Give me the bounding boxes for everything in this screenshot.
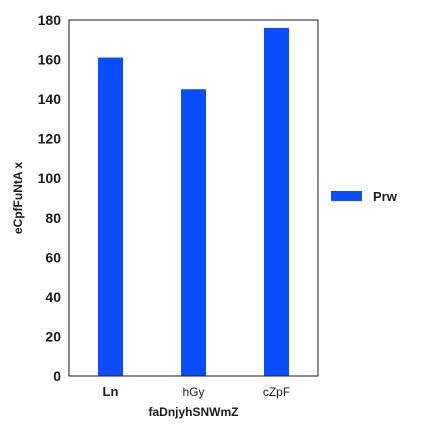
x-tick-label: Ln bbox=[103, 384, 119, 399]
y-tick-label: 140 bbox=[38, 91, 62, 107]
x-tick-label: hGy bbox=[182, 385, 204, 399]
x-axis-label: faDnjyhSNWmZ bbox=[149, 405, 239, 419]
bar-czpf bbox=[264, 27, 289, 377]
plot-frame bbox=[68, 19, 319, 377]
y-tick-label: 180 bbox=[38, 12, 62, 28]
bar-hgy bbox=[181, 89, 206, 376]
y-axis-label: eCpfFuNtA x bbox=[11, 162, 25, 235]
y-tick-label: 120 bbox=[38, 131, 62, 147]
y-axis-ticks: 0 20 40 60 80 100 120 140 160 180 bbox=[38, 12, 62, 384]
legend-label-prw: Prw bbox=[373, 189, 398, 204]
y-tick-label: 0 bbox=[53, 368, 61, 384]
y-tick-label: 100 bbox=[38, 170, 62, 186]
bars-layer bbox=[98, 27, 289, 377]
bar-ln bbox=[98, 57, 123, 376]
y-tick-label: 160 bbox=[38, 52, 62, 68]
y-tick-label: 80 bbox=[45, 210, 61, 226]
x-tick-label: cZpF bbox=[263, 385, 290, 399]
y-tick-label: 40 bbox=[45, 289, 61, 305]
y-tick-label: 60 bbox=[45, 249, 61, 265]
legend-swatch-prw bbox=[331, 191, 362, 201]
legend: Prw bbox=[331, 189, 398, 204]
x-axis-ticks: Ln hGy cZpF bbox=[103, 384, 291, 399]
y-tick-label: 20 bbox=[45, 328, 61, 344]
